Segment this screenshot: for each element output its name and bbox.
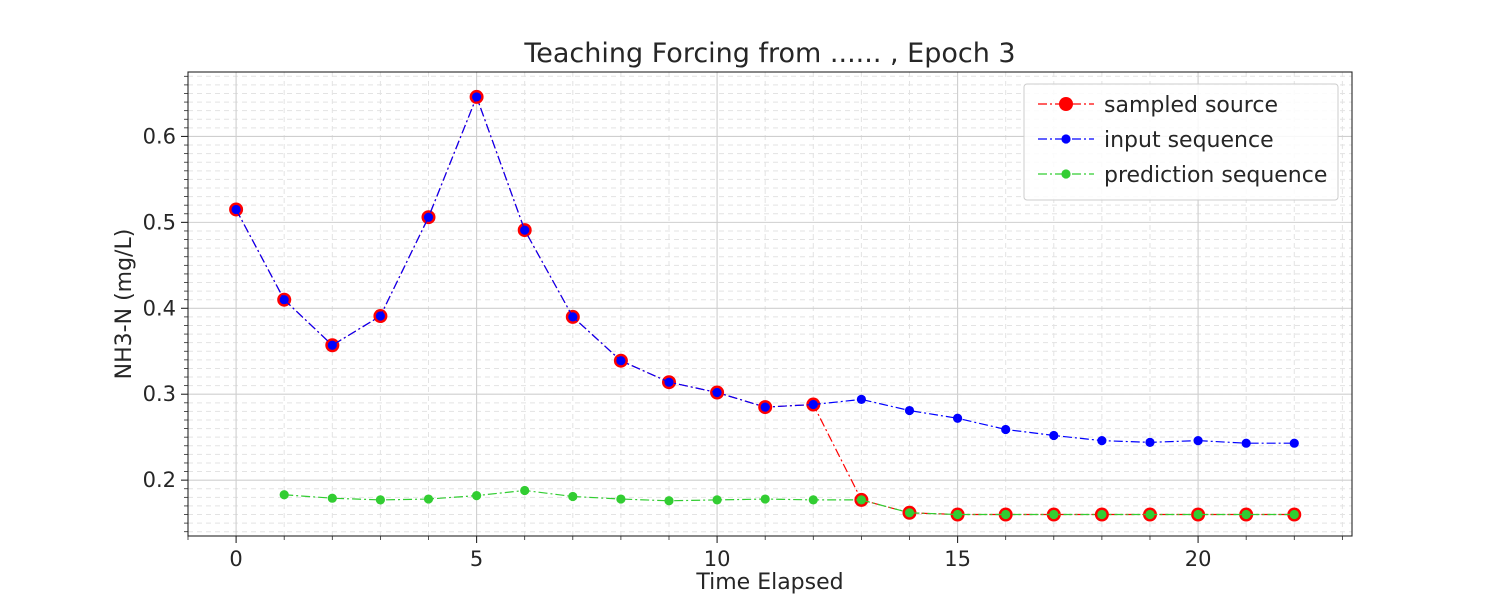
data-point: [375, 311, 385, 321]
data-point: [1145, 437, 1155, 447]
legend-box: [1023, 83, 1339, 201]
data-point: [1001, 509, 1011, 520]
x-tick-label: 0: [229, 547, 242, 571]
legend-marker: [1059, 97, 1073, 111]
legend-item: sampled source: [1038, 93, 1278, 118]
data-point: [952, 413, 963, 423]
data-point: [808, 399, 818, 410]
series-prediction-sequence: [279, 485, 1299, 520]
plot-area: [187, 71, 1353, 537]
legend-label: prediction sequence: [1104, 163, 1327, 188]
grid: [187, 72, 1352, 536]
series-line: [284, 489, 1295, 516]
data-point: [1049, 430, 1059, 441]
data-point: [712, 387, 722, 398]
legend-marker: [1061, 169, 1071, 179]
y-tick-label: 0.2: [143, 468, 176, 492]
data-point: [520, 225, 530, 235]
data-point: [712, 495, 722, 505]
y-tick-label: 0.4: [143, 296, 176, 320]
data-point: [616, 494, 626, 504]
data-point: [904, 405, 915, 416]
data-point: [1241, 438, 1251, 448]
data-point: [1241, 509, 1251, 520]
data-point: [327, 493, 337, 503]
x-tick-label: 15: [944, 547, 971, 571]
x-tick-label: 10: [704, 547, 731, 571]
y-tick-label: 0.3: [143, 382, 176, 406]
data-point: [471, 491, 482, 501]
data-point: [952, 509, 963, 520]
data-point: [1001, 424, 1011, 435]
data-point: [327, 340, 337, 350]
legend-marker: [1061, 134, 1071, 144]
data-point: [1193, 436, 1203, 446]
data-point: [1193, 509, 1203, 520]
legend-label: input sequence: [1104, 128, 1274, 153]
axis-ticks: 0 5 10 15 20 0.2 0.3 0.4 0.5 0.6: [143, 75, 1343, 571]
data-point: [375, 495, 385, 505]
legend-label: sampled source: [1104, 93, 1278, 118]
data-point: [664, 377, 674, 387]
data-point: [1289, 509, 1299, 520]
data-point: [1145, 509, 1155, 520]
y-tick-label: 0.5: [143, 210, 176, 234]
legend-item: input sequence: [1038, 128, 1274, 153]
data-point: [568, 312, 578, 322]
data-point: [423, 212, 434, 222]
x-tick-label: 20: [1185, 547, 1212, 571]
data-point: [1289, 438, 1299, 448]
data-point: [664, 496, 674, 506]
data-point: [1097, 509, 1107, 520]
data-point: [520, 485, 530, 496]
data-point: [231, 204, 241, 215]
data-point: [616, 356, 626, 366]
legend-item: prediction sequence: [1038, 163, 1327, 188]
series-input-sequence: [231, 92, 1299, 448]
data-point: [279, 295, 289, 305]
data-point: [760, 494, 770, 504]
data-point: [856, 495, 866, 505]
data-point: [808, 495, 818, 505]
x-tick-label: 5: [470, 547, 483, 571]
data-point: [1097, 436, 1107, 446]
legend: sampled source input sequence prediction s…: [1023, 83, 1339, 201]
series-layer: [229, 89, 1302, 522]
data-point: [1049, 509, 1059, 520]
data-point: [568, 491, 578, 502]
data-point: [904, 508, 915, 518]
data-point: [760, 402, 770, 412]
data-point: [856, 394, 866, 404]
y-axis-label: NH3-N (mg/L): [112, 229, 137, 380]
data-point: [471, 92, 482, 102]
chart-title: Teaching Forcing from ...... , Epoch 3: [523, 38, 1015, 69]
x-axis-label: Time Elapsed: [695, 570, 843, 595]
data-point: [279, 490, 289, 500]
y-tick-label: 0.6: [143, 124, 176, 148]
data-point: [423, 494, 434, 504]
